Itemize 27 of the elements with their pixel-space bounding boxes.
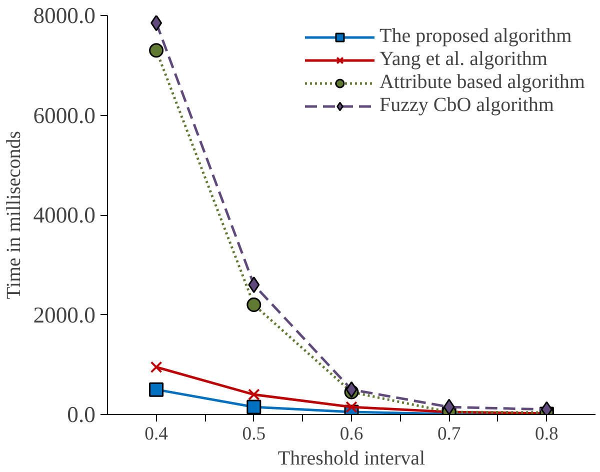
x-tick-label: 0.8: [535, 424, 558, 444]
y-tick-label: 2000.0: [33, 302, 96, 328]
point: [246, 298, 262, 312]
point: [149, 382, 164, 397]
point: [248, 388, 260, 400]
y-axis-title: Time in milliseconds: [3, 130, 26, 300]
point: [346, 381, 358, 398]
x-tick-label: 0.4: [144, 424, 169, 444]
x-tick-label: 0.5: [242, 424, 266, 444]
point: [246, 400, 262, 414]
legend-label: Attribute based algorithm: [379, 71, 585, 94]
point: [149, 43, 164, 58]
point: [346, 401, 358, 413]
x-tick-label: 0.7: [437, 424, 461, 444]
point: [443, 398, 455, 414]
point: [248, 276, 260, 294]
legend-label: Yang et al. algorithm: [379, 48, 548, 71]
point: [150, 16, 162, 32]
y-tick-label: 6000.0: [33, 102, 96, 128]
y-tick-label: 0.0: [67, 402, 96, 427]
y-tick-label: 8000.0: [33, 3, 96, 28]
x-tick-label: 0.6: [340, 424, 364, 444]
y-tick-label: 4000.0: [33, 202, 96, 228]
point: [150, 361, 162, 374]
legend-label: The proposed algorithm: [379, 25, 572, 48]
legend-label: Fuzzy CbO algorithm: [379, 94, 554, 117]
x-axis-title: Threshold interval: [278, 448, 426, 470]
